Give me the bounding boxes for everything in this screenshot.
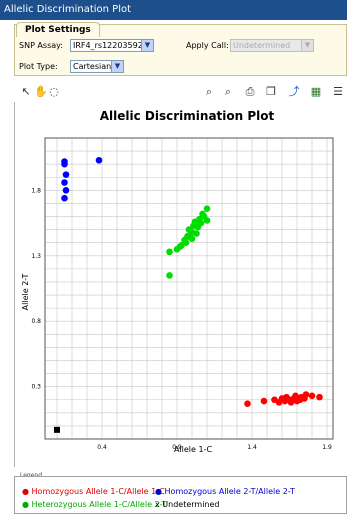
legend-item-homozygous-2: ● Homozygous Allele 2-T/Allele 2-T [155,487,295,496]
data-point [182,239,190,246]
plot-settings-tab[interactable]: Plot Settings [16,22,100,37]
apply-call-label: Apply Call: [186,41,229,50]
legend-label: Undetermined [162,500,220,509]
data-point [316,393,323,401]
chart-title: Allelic Discrimination Plot [100,109,275,123]
data-point [308,392,316,400]
data-point [203,205,211,212]
legend-item-undetermined: x Undetermined [155,500,220,509]
y-tick-label: 1.8 [31,187,41,194]
data-point [166,248,173,256]
snp-assay-label: SNP Assay: [19,41,63,50]
data-point [203,217,211,224]
data-point [62,171,70,178]
x-tick-label: 1.9 [322,444,332,451]
chevron-down-icon: ▼ [301,40,313,51]
grid [45,137,333,440]
plot-type-value: Cartesian [73,62,112,71]
data-point [188,235,196,243]
chevron-down-icon: ▼ [141,40,153,51]
plot-type-select[interactable]: Cartesian ▼ [70,60,124,73]
data-point [295,395,302,402]
data-points [54,156,323,433]
chevron-down-icon: ▼ [111,61,123,72]
select-arrow-icon[interactable]: ↖ [21,85,31,98]
legend-label: Homozygous Allele 1-C/Allele 1-C [31,487,165,496]
data-point [260,397,268,405]
legend [14,476,347,514]
zoom-in-icon[interactable]: ⌕ [205,85,213,98]
chart-area: Allelic Discrimination Plot 0.4 0.9 1.4 1.9… [14,102,347,467]
y-tick-label: 0.3 [31,384,41,391]
legend-title: Legend [18,472,45,479]
y-axis-label: Allele 2-T [21,274,30,311]
data-point [95,156,103,164]
list-icon[interactable]: ☰ [333,85,343,98]
y-tick-label: 1.3 [31,253,41,260]
legend-marker: ● [155,487,162,496]
legend-marker: ● [22,500,29,509]
print-icon[interactable]: ⎙ [245,85,255,98]
snp-assay-value: IRF4_rs12203592 [73,41,143,50]
data-point [54,426,60,433]
data-point [176,243,184,250]
export-icon[interactable]: ▦ [310,85,322,98]
window-title: Allelic Discrimination Plot [0,0,347,20]
data-point [244,400,251,407]
allelic-discrimination-chart: Allelic Discrimination Plot 0.4 0.9 1.4 1.9… [21,109,334,454]
x-tick-label: 1.4 [247,444,257,451]
data-point [61,160,68,168]
lasso-icon[interactable]: ◌ [49,85,59,98]
apply-call-value: Undetermined [233,41,291,50]
copy-icon[interactable]: ❐ [266,85,276,98]
snp-assay-select[interactable]: IRF4_rs12203592 ▼ [70,39,154,52]
data-point [302,391,310,398]
data-point [62,187,70,194]
legend-item-heterozygous: ● Heterozygous Allele 1-C/Allele 2-T [22,500,167,509]
x-tick-label: 0.4 [97,444,107,451]
data-point [61,179,68,186]
plot-type-label: Plot Type: [19,62,58,71]
x-tick-label: 0.9 [172,444,182,451]
legend-marker: x [155,500,160,509]
zoom-out-icon[interactable]: ⌕ [224,85,232,98]
legend-label: Heterozygous Allele 1-C/Allele 2-T [31,500,167,509]
y-tick-label: 0.8 [31,318,41,325]
data-point [61,194,68,202]
data-point [197,219,205,227]
legend-item-homozygous-1: ● Homozygous Allele 1-C/Allele 1-C [22,487,165,496]
chart-icon[interactable]: ⤴ [288,85,300,98]
plot-frame [44,137,334,440]
legend-label: Homozygous Allele 2-T/Allele 2-T [164,487,295,496]
data-point [193,230,200,237]
data-point [289,396,296,404]
pan-hand-icon[interactable]: ✋ [34,85,48,98]
data-point [166,272,173,279]
x-axis-label: Allele 1-C [174,445,213,454]
apply-call-select[interactable]: Undetermined ▼ [230,39,314,52]
legend-marker: ● [22,487,29,496]
tick-labels: 0.4 0.9 1.4 1.9 0.3 0.8 1.3 1.8 [31,187,331,451]
